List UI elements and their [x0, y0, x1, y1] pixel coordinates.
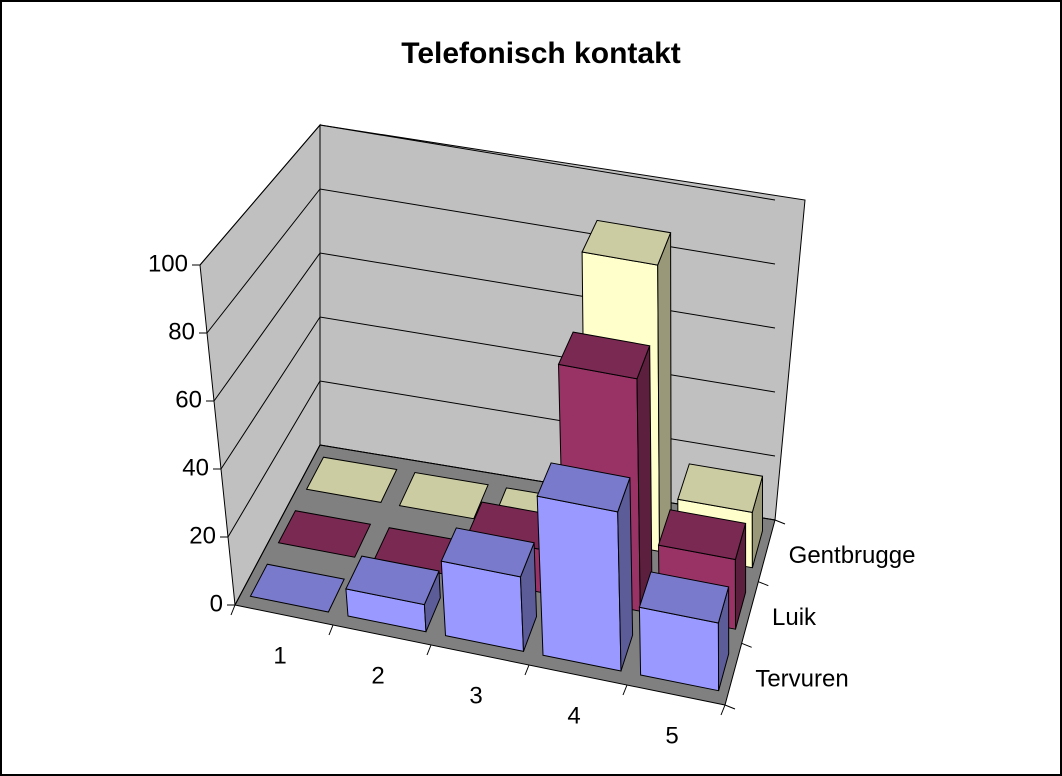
x-tick [328, 624, 334, 636]
y-tick-label: 80 [168, 318, 195, 345]
bar [536, 462, 634, 672]
x-tick [622, 684, 628, 696]
bar-top [398, 471, 489, 520]
z-tick [758, 581, 769, 587]
x-tick [524, 664, 530, 676]
bar-top [345, 555, 440, 606]
bar [345, 555, 441, 633]
z-tick [724, 704, 736, 710]
bar-top [440, 527, 535, 578]
bar-top [677, 463, 764, 513]
series-label: Luik [772, 604, 817, 631]
bar [440, 527, 538, 653]
bar-top [581, 219, 672, 266]
bar-top [305, 456, 398, 503]
x-tick-label: 1 [273, 642, 286, 669]
z-tick [741, 642, 752, 648]
x-tick [230, 604, 236, 616]
x-tick [720, 704, 726, 716]
x-tick-label: 3 [469, 682, 482, 709]
bar [638, 571, 730, 692]
bar-top [638, 571, 730, 624]
bar-top [536, 462, 631, 513]
bar [398, 471, 489, 520]
bar-top [277, 510, 372, 558]
y-tick-label: 40 [182, 454, 209, 481]
bar [249, 563, 345, 613]
y-tick-label: 100 [148, 250, 188, 277]
series-label: Gentbrugge [789, 542, 916, 569]
x-tick-label: 2 [371, 662, 384, 689]
x-tick [426, 644, 432, 656]
y-tick-label: 20 [189, 522, 216, 549]
bar [277, 510, 372, 558]
bar-top [657, 509, 747, 561]
series-label: Tervuren [755, 666, 848, 693]
z-tick [774, 519, 786, 525]
bar [305, 456, 398, 503]
chart-title: Telefonisch kontakt [401, 37, 681, 70]
bar-top [557, 331, 651, 380]
bar-front [536, 495, 622, 672]
bar-side [657, 232, 672, 552]
grid-line [199, 124, 776, 266]
x-tick-label: 5 [665, 722, 678, 749]
bar-top [249, 563, 345, 613]
y-tick-label: 0 [210, 590, 223, 617]
x-tick-label: 4 [567, 702, 580, 729]
y-tick-label: 60 [175, 386, 202, 413]
